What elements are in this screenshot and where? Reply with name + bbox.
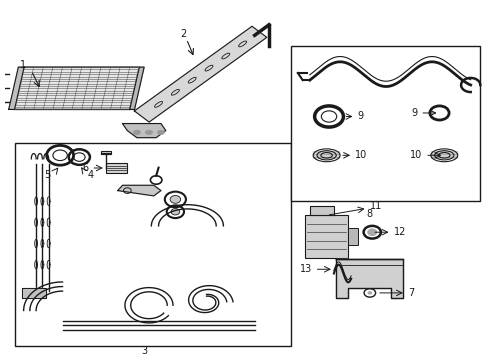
Polygon shape: [134, 26, 267, 122]
Polygon shape: [22, 288, 46, 298]
Ellipse shape: [133, 130, 141, 135]
Text: 5: 5: [44, 170, 50, 180]
Text: 13: 13: [300, 264, 312, 274]
Text: 1: 1: [20, 60, 26, 70]
Bar: [310, 207, 334, 215]
Circle shape: [321, 111, 337, 122]
Bar: [305, 215, 348, 258]
Text: 4: 4: [88, 170, 94, 180]
Text: 2: 2: [180, 28, 187, 39]
Text: 9: 9: [412, 108, 418, 118]
Bar: [348, 228, 358, 245]
Bar: [101, 152, 111, 154]
Polygon shape: [122, 123, 166, 138]
Text: 11: 11: [370, 202, 382, 211]
Circle shape: [74, 153, 85, 161]
Text: 12: 12: [394, 227, 406, 237]
Polygon shape: [336, 259, 403, 298]
Text: 6: 6: [83, 163, 89, 173]
Ellipse shape: [157, 130, 165, 135]
Polygon shape: [9, 67, 24, 109]
Text: 9: 9: [358, 112, 364, 121]
Polygon shape: [118, 185, 161, 196]
Ellipse shape: [146, 130, 152, 135]
Text: 3: 3: [141, 346, 147, 356]
Text: 10: 10: [355, 150, 368, 160]
Circle shape: [53, 150, 67, 161]
Text: 10: 10: [411, 150, 423, 160]
Text: 7: 7: [408, 288, 415, 298]
Circle shape: [170, 195, 181, 203]
Polygon shape: [15, 67, 139, 109]
Text: 8: 8: [367, 208, 373, 219]
Circle shape: [368, 291, 372, 294]
Bar: [15, 143, 291, 346]
Polygon shape: [130, 67, 144, 109]
Circle shape: [171, 208, 180, 215]
Circle shape: [368, 229, 377, 235]
Bar: [106, 163, 127, 173]
Bar: [291, 46, 480, 201]
